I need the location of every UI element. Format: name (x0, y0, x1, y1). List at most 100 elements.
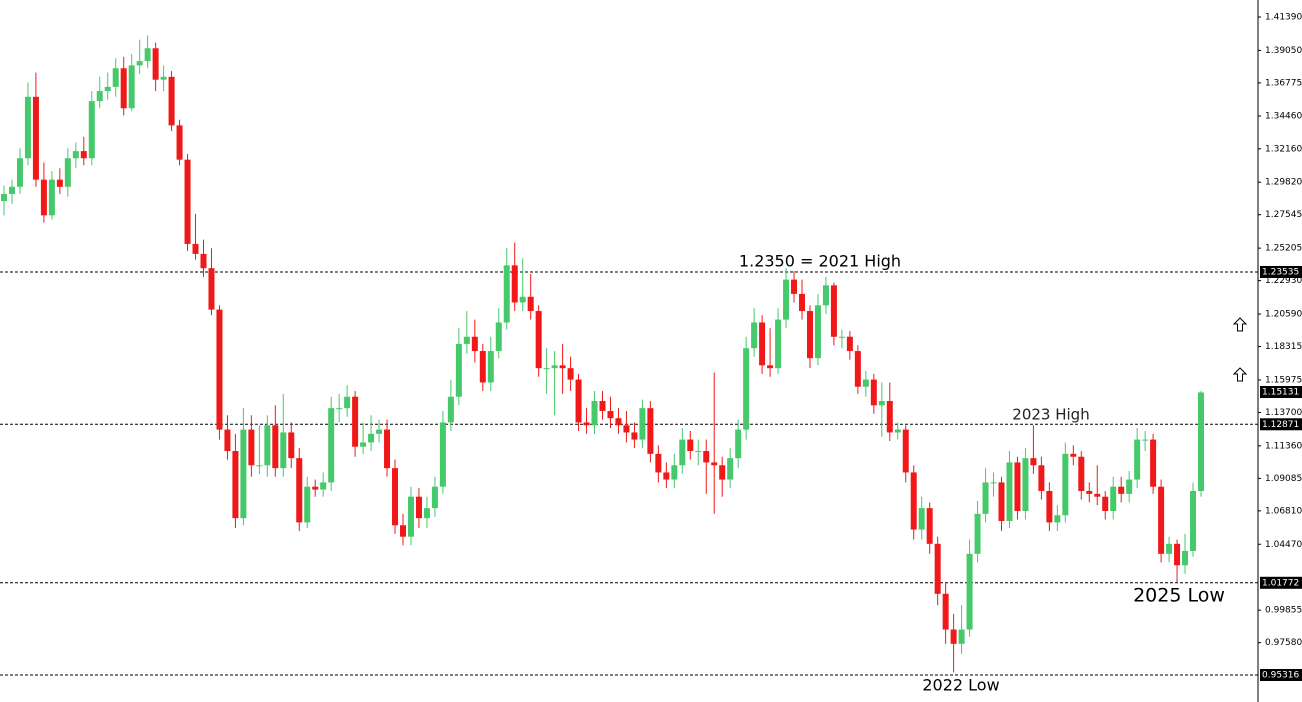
candle-body (56, 179, 63, 187)
candle-body (910, 472, 917, 530)
y-tick-label: 1.34460 (1265, 111, 1302, 121)
candle-body (934, 543, 941, 594)
candle-body (272, 425, 279, 469)
candle-body (352, 396, 359, 447)
candle-body (48, 179, 55, 216)
candle-body (431, 486, 438, 509)
price-tag (1260, 576, 1302, 589)
candle-body (328, 408, 335, 483)
candle-body (567, 368, 574, 380)
candle-body (360, 442, 367, 447)
candle-body (1126, 479, 1133, 494)
candle-body (535, 311, 542, 369)
candle-body (232, 451, 239, 519)
candle-body (384, 429, 391, 469)
candle-body (655, 453, 662, 473)
candle-body (192, 243, 199, 254)
y-tick-label: 1.18315 (1265, 342, 1302, 352)
candle-body (1142, 439, 1149, 441)
candle-body (671, 465, 678, 480)
candle-body (511, 265, 518, 303)
candle-body (495, 322, 502, 352)
candle-body (711, 462, 718, 466)
candle-body (144, 48, 151, 62)
y-tick-label: 1.04470 (1265, 540, 1302, 550)
candle-body (24, 96, 31, 159)
candle-body (806, 311, 813, 359)
y-tick-label: 1.39050 (1265, 46, 1302, 56)
candle-body (224, 429, 231, 452)
candle-body (320, 482, 327, 490)
candle-body (846, 336, 853, 352)
candle-body (184, 159, 191, 244)
candle-body (862, 379, 869, 387)
y-tick-label: 1.25205 (1265, 244, 1302, 254)
annotation: 2023 High (1012, 406, 1089, 424)
candle-body (312, 486, 319, 490)
price-tag-label: 1.01772 (1262, 578, 1299, 588)
candle-body (1174, 543, 1181, 566)
candle-body (152, 48, 159, 80)
candle-body (551, 365, 558, 369)
price-tag-label: 0.95316 (1262, 670, 1299, 680)
candle-body (1062, 453, 1069, 516)
candle-body (88, 101, 95, 159)
candle-body (838, 336, 845, 338)
candle-body (543, 368, 550, 370)
candle-body (176, 125, 183, 160)
candle-body (296, 458, 303, 523)
candle-body (304, 486, 311, 523)
candle-body (894, 429, 901, 433)
candle-body (64, 158, 71, 187)
y-tick-label: 1.06810 (1265, 506, 1302, 516)
candle-body (1150, 439, 1157, 487)
candle-body (743, 348, 750, 430)
candle-body (288, 432, 295, 459)
candle-body (200, 253, 207, 269)
candle-body (647, 408, 654, 454)
candle-body (623, 425, 630, 433)
y-tick-label: 1.41390 (1265, 12, 1302, 22)
y-tick-label: 1.09085 (1265, 474, 1302, 484)
candle-body (799, 293, 805, 312)
candle-body (40, 179, 47, 216)
price-tag (1260, 418, 1302, 431)
candle-body (751, 322, 758, 349)
candle-body (1110, 486, 1117, 511)
candle-body (615, 418, 622, 426)
candle-body (575, 379, 582, 423)
candle-body (1054, 515, 1061, 523)
candle-body (886, 401, 893, 433)
candle-body (32, 96, 39, 180)
price-tag (1260, 668, 1302, 681)
y-tick-label: 1.27545 (1265, 210, 1302, 220)
candle-body (439, 422, 446, 487)
annotation: 1.2350 = 2021 High (739, 252, 901, 271)
candle-body (767, 365, 774, 369)
candle-body (950, 629, 957, 644)
candle-body (631, 432, 638, 440)
candle-body (695, 451, 702, 453)
candle-body (280, 432, 287, 469)
price-tag-label: 1.15131 (1262, 388, 1299, 398)
candle-body (814, 305, 821, 359)
candle-body (16, 158, 23, 187)
candle-body (160, 76, 167, 80)
candle-body (735, 429, 742, 459)
candle-body (791, 279, 798, 294)
candle-body (1166, 543, 1173, 554)
candle-body (519, 296, 526, 303)
candle-body (1182, 550, 1189, 566)
candle-body (1070, 453, 1077, 457)
candle-body (727, 458, 734, 480)
candle-body (878, 401, 885, 406)
candle-body (264, 425, 271, 466)
candle-body (982, 482, 989, 514)
candle-body (415, 496, 422, 519)
candle-body (407, 496, 414, 537)
candle-body (1118, 486, 1125, 494)
candle-body (583, 422, 590, 426)
candle-body (918, 508, 925, 530)
